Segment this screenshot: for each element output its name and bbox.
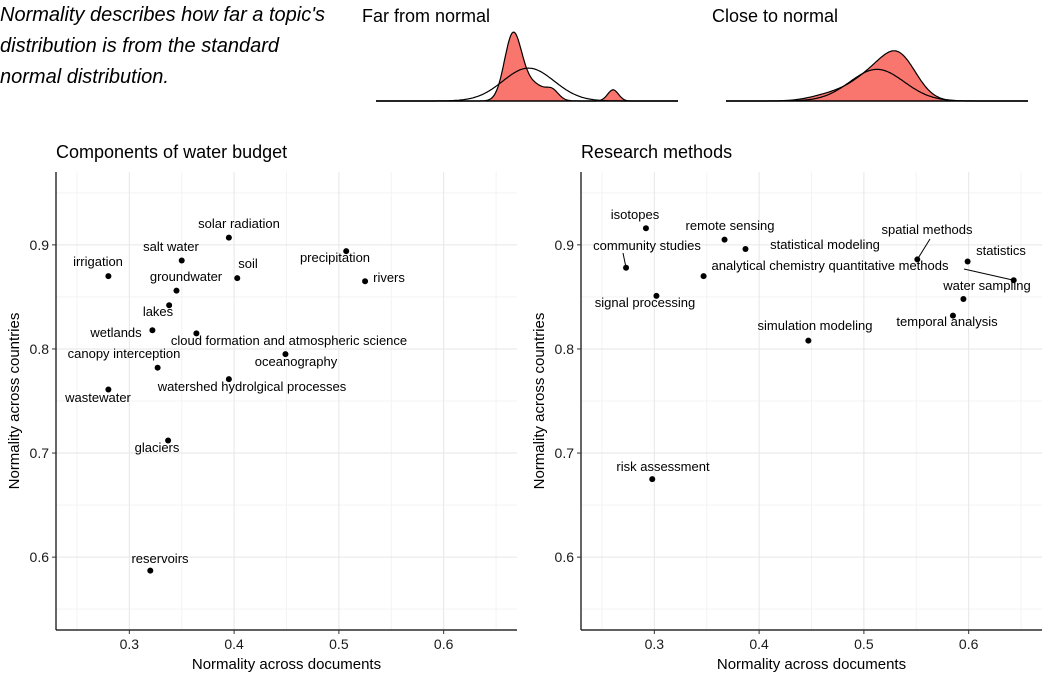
normality-note: Normality describes how far a topic's di… [0,0,360,93]
point-label: wetlands [89,325,142,340]
data-point [147,567,154,574]
y-tick-label: 0.6 [30,549,50,565]
point-label: statistical modeling [770,237,880,252]
point-label: cloud formation and atmospheric science [171,333,407,348]
data-point [642,225,649,232]
data-point [649,476,656,483]
inset-title-close: Close to normal [712,6,839,26]
x-axis-label: Normality across documents [717,656,906,673]
data-point [721,236,728,243]
density-fill [726,50,1028,101]
x-tick-label: 0.4 [224,636,244,652]
point-label: precipitation [300,250,370,265]
data-point [173,287,180,294]
data-point [805,337,812,344]
x-tick-label: 0.3 [120,636,140,652]
inset-close-to-normal [726,50,1028,102]
data-point [362,278,369,285]
x-tick-label: 0.5 [854,636,874,652]
y-tick-label: 0.8 [30,341,50,357]
data-point [166,302,173,309]
point-label: lakes [143,304,174,319]
point-label: groundwater [150,269,223,284]
data-point [960,295,967,302]
y-axis-label: Normality across countries [6,313,23,490]
point-label: rivers [373,270,405,285]
point-label: analytical chemistry quantitative method… [711,258,949,273]
scatter-research-methods: Research methods 0.3 0.4 0.5 0.6 0.6 0.7 0.8 0.9… [531,142,1042,673]
data-point [225,234,232,241]
repel-segment [916,238,931,260]
point-label: watershed hydrolgical processes [157,379,347,394]
point-label: risk assessment [616,459,710,474]
y-axis-label: Normality across countries [531,313,548,490]
point-label: simulation modeling [758,318,873,333]
data-point [193,330,200,337]
x-tick-label: 0.6 [434,636,454,652]
point-label: signal processing [595,295,695,310]
data-point [225,376,232,383]
x-axis-label: Normality across documents [192,656,381,673]
x-tick-label: 0.6 [959,636,979,652]
x-tick-label: 0.5 [329,636,349,652]
point-label: community studies [593,238,701,253]
y-tick-label: 0.8 [555,341,575,357]
point-label: irrigation [73,254,123,269]
note-line-3: normal distribution. [0,66,169,88]
data-point [949,312,956,319]
data-point [178,257,185,264]
point-label: water sampling [942,278,1030,293]
y-tick-label: 0.7 [30,445,50,461]
panel-title: Components of water budget [56,142,287,162]
data-point [700,273,707,280]
point-label: remote sensing [686,218,775,233]
point-label: canopy interception [68,346,181,361]
data-point [914,256,921,263]
data-point [234,275,241,282]
point-label: solar radiation [198,216,280,231]
data-point [343,248,350,255]
point-label: soil [238,256,258,271]
note-line-2: distribution is from the standard [0,35,280,57]
point-label: statistics [976,243,1026,258]
point-label: wastewater [64,390,131,405]
point-label: reservoirs [131,551,189,566]
point-label: salt water [143,239,199,254]
data-point [1010,277,1017,284]
y-tick-label: 0.9 [30,237,50,253]
point-label: oceanography [255,354,338,369]
point-label: spatial methods [881,222,973,237]
y-tick-label: 0.7 [555,445,575,461]
data-point [653,292,660,299]
point-label: isotopes [611,207,660,222]
note-line-1: Normality describes how far a topic's [0,4,326,26]
x-tick-label: 0.3 [645,636,665,652]
density-fill [376,32,678,101]
x-tick-label: 0.4 [749,636,769,652]
inset-title-far: Far from normal [362,6,491,26]
data-point [154,364,161,371]
scatter-water-budget: Components of water budget 0.3 0.4 0.5 0.6 0.… [6,142,517,673]
panel-title: Research methods [581,142,732,162]
data-point [742,246,749,253]
data-point [105,386,112,393]
y-tick-label: 0.6 [555,549,575,565]
inset-far-from-normal [376,31,678,102]
y-tick-label: 0.9 [555,237,575,253]
data-point [964,258,971,265]
data-point [105,273,112,280]
data-point [282,351,289,358]
point-label: temporal analysis [896,314,998,329]
data-point [149,327,156,334]
repel-segment [963,268,1014,281]
data-point [623,264,630,271]
data-point [165,437,172,444]
point-label: glaciers [135,440,180,455]
